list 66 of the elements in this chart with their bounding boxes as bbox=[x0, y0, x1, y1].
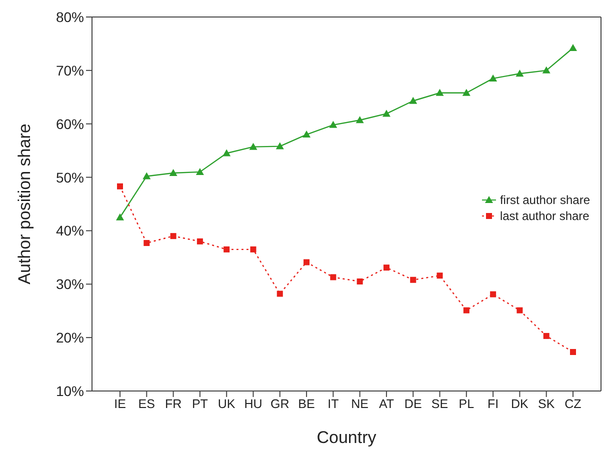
legend-label: first author share bbox=[500, 193, 590, 207]
x-tick-label: IE bbox=[114, 396, 126, 411]
x-tick-label: UK bbox=[218, 396, 236, 411]
point bbox=[410, 276, 416, 283]
point bbox=[569, 44, 577, 51]
point bbox=[224, 246, 230, 252]
point bbox=[489, 74, 498, 82]
y-axis-title: Author position share bbox=[15, 124, 34, 284]
point bbox=[436, 272, 443, 279]
x-axis-title: Country bbox=[316, 428, 377, 447]
x-tick-label: SE bbox=[431, 396, 448, 411]
x-tick-label: BE bbox=[298, 396, 315, 411]
x-tick-label: PL bbox=[458, 396, 474, 411]
point bbox=[542, 66, 550, 74]
x-tick-label: GR bbox=[270, 396, 290, 411]
x-tick-label: DK bbox=[511, 396, 530, 411]
point bbox=[382, 110, 390, 117]
point bbox=[330, 274, 336, 280]
point bbox=[516, 307, 523, 314]
point bbox=[196, 168, 204, 175]
x-tick-label: AT bbox=[378, 396, 394, 411]
point bbox=[144, 240, 150, 246]
point bbox=[169, 169, 178, 176]
point bbox=[462, 88, 470, 96]
point bbox=[117, 183, 123, 190]
y-tick-label: 40% bbox=[56, 222, 84, 239]
point bbox=[516, 70, 524, 77]
point bbox=[383, 264, 390, 271]
y-tick-label: 80% bbox=[56, 8, 84, 25]
point bbox=[142, 172, 151, 180]
x-tick-label: FI bbox=[488, 396, 499, 411]
y-tick-label: 60% bbox=[56, 116, 84, 132]
x-tick-label: HU bbox=[244, 396, 262, 411]
point bbox=[250, 246, 256, 252]
point bbox=[463, 307, 470, 314]
x-tick-label: DE bbox=[404, 396, 422, 411]
point bbox=[570, 348, 576, 355]
y-tick-label: 30% bbox=[56, 276, 84, 292]
x-tick-label: CZ bbox=[564, 396, 582, 411]
y-tick-label: 20% bbox=[56, 330, 84, 346]
y-tick-label: 50% bbox=[56, 169, 84, 186]
y-tick-label: 10% bbox=[56, 382, 84, 399]
point bbox=[436, 88, 444, 96]
point bbox=[490, 291, 496, 298]
point bbox=[409, 96, 418, 104]
point bbox=[356, 278, 363, 284]
point bbox=[356, 116, 364, 124]
point bbox=[116, 213, 124, 220]
x-tick-label: FR bbox=[164, 396, 182, 411]
x-tick-label: ES bbox=[138, 396, 155, 411]
point bbox=[249, 142, 258, 150]
point bbox=[304, 259, 310, 266]
x-tick-label: PT bbox=[192, 396, 208, 411]
point bbox=[543, 332, 550, 339]
legend-label: last author share bbox=[500, 209, 590, 223]
point bbox=[196, 238, 203, 244]
point bbox=[329, 120, 338, 128]
x-tick-label: IT bbox=[328, 396, 340, 411]
point bbox=[302, 130, 311, 138]
point bbox=[276, 142, 284, 150]
point bbox=[276, 290, 283, 297]
y-tick-label: 70% bbox=[56, 62, 84, 78]
point bbox=[222, 149, 231, 156]
x-tick-label: SK bbox=[538, 396, 556, 411]
point bbox=[170, 233, 176, 240]
x-tick-label: NE bbox=[351, 396, 369, 411]
